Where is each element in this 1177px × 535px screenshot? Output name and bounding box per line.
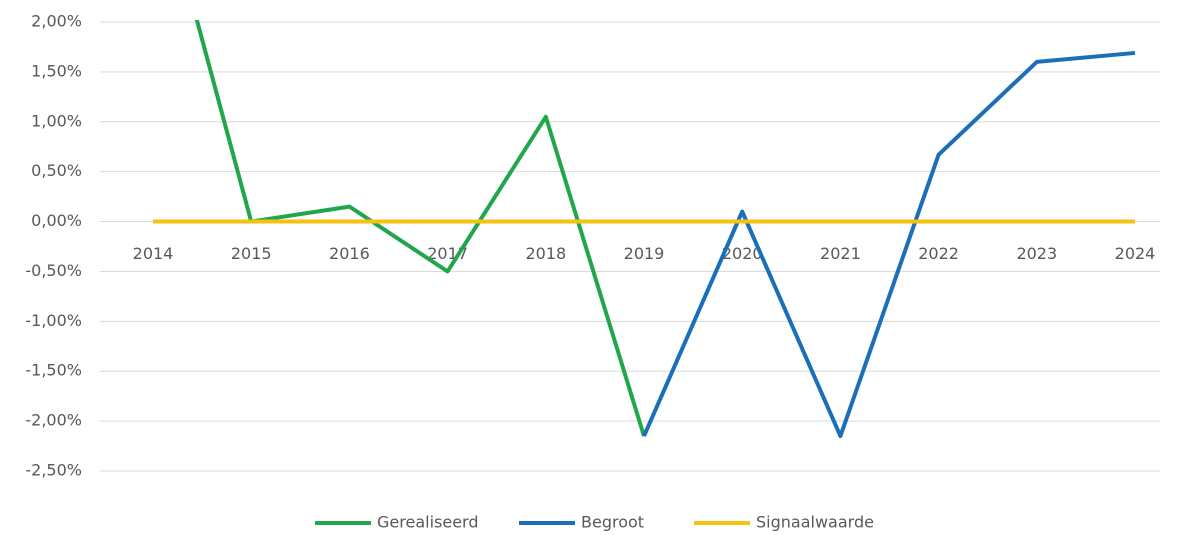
x-tick-label: 2023	[1016, 244, 1057, 263]
series-line	[194, 20, 646, 437]
x-tick-label: 2024	[1115, 244, 1156, 263]
legend-label: Signaalwaarde	[756, 513, 874, 532]
legend-label: Begroot	[581, 513, 644, 532]
x-tick-label: 2014	[133, 244, 174, 263]
y-tick-label: 2,00%	[31, 12, 82, 31]
x-tick-label: 2021	[820, 244, 861, 263]
plot-area	[153, 20, 1136, 439]
y-tick-label: 0,00%	[31, 211, 82, 230]
x-tick-label: 2022	[918, 244, 959, 263]
grid: 2,00% 1,50% 1,00% 0,50% 0,00% -0,50% -1,00% -1,…	[25, 12, 1160, 480]
legend-label: Gerealiseerd	[377, 513, 478, 532]
x-tick-label: 2020	[722, 244, 763, 263]
x-tick-label: 2015	[231, 244, 272, 263]
y-tick-label: -0,50%	[25, 261, 82, 280]
y-tick-label: -2,50%	[25, 461, 82, 480]
y-tick-label: -2,00%	[25, 411, 82, 430]
y-tick-label: -1,00%	[25, 311, 82, 330]
y-tick-label: -1,50%	[25, 361, 82, 380]
x-tick-label: 2018	[525, 244, 566, 263]
y-tick-label: 0,50%	[31, 161, 82, 180]
y-tick-label: 1,00%	[31, 111, 82, 130]
legend: Gerealiseerd Begroot Signaalwaarde	[315, 513, 874, 532]
x-tick-label: 2019	[624, 244, 665, 263]
category-labels: 2014 2015 2016 2017 2018 2019 2020 2021 2022 2023…	[133, 244, 1156, 263]
y-tick-label: 1,50%	[31, 61, 82, 80]
x-tick-label: 2016	[329, 244, 370, 263]
series-line	[642, 50, 1136, 439]
